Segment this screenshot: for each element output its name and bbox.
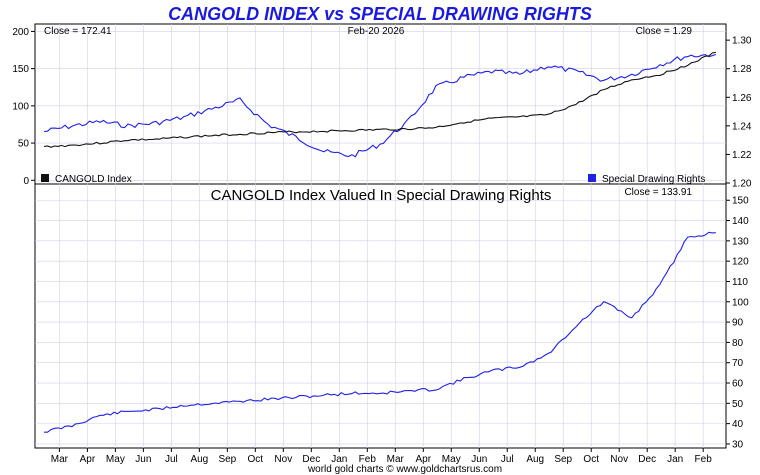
- y-left-tick-label: 0: [23, 176, 29, 187]
- x-tick-label: Sep: [218, 454, 236, 465]
- y-bottom-tick-label: 50: [732, 399, 744, 410]
- series-line-sdr: [43, 53, 716, 158]
- legend-label-sdr: Special Drawing Rights: [602, 174, 705, 185]
- chart-title: CANGOLD INDEX vs SPECIAL DRAWING RIGHTS: [168, 4, 592, 24]
- x-tick-label: Oct: [583, 454, 599, 465]
- y-right-tick-label: 1.26: [732, 93, 752, 104]
- legend-label-cangold: CANGOLD Index: [55, 174, 132, 185]
- x-tick-label: Aug: [190, 454, 208, 465]
- x-tick-label: Apr: [415, 454, 431, 465]
- x-tick-label: Apr: [80, 454, 96, 465]
- series-line-cangold: [43, 51, 716, 148]
- y-bottom-tick-label: 80: [732, 338, 744, 349]
- x-tick-label: Jun: [135, 454, 151, 465]
- top-close-right: Close = 1.29: [636, 26, 693, 37]
- y-right-tick-label: 1.20: [732, 179, 752, 190]
- footer-credit: world gold charts © www.goldchartsrus.co…: [307, 464, 502, 475]
- x-tick-label: Feb: [695, 454, 713, 465]
- series-line-cangold-in-sdr: [44, 231, 716, 433]
- y-bottom-tick-label: 100: [732, 297, 749, 308]
- x-tick-label: Jan: [331, 454, 347, 465]
- legend-swatch-cangold: [41, 174, 49, 182]
- bottom-close: Close = 133.91: [624, 187, 692, 198]
- x-tick-label: Oct: [248, 454, 264, 465]
- y-bottom-tick-label: 90: [732, 318, 744, 329]
- x-tick-label: Jul: [501, 454, 514, 465]
- bottom-panel-title: CANGOLD Index Valued In Special Drawing …: [211, 187, 552, 204]
- y-right-tick-label: 1.30: [732, 36, 752, 47]
- y-left-tick-label: 150: [12, 64, 29, 75]
- y-bottom-tick-label: 30: [732, 439, 744, 450]
- y-bottom-tick-label: 130: [732, 236, 749, 247]
- series-layer: [43, 51, 716, 433]
- y-bottom-tick-label: 40: [732, 419, 744, 430]
- x-tick-label: Aug: [526, 454, 544, 465]
- x-tick-label: Jul: [165, 454, 178, 465]
- x-tick-label: Dec: [638, 454, 656, 465]
- x-tick-label: May: [106, 454, 125, 465]
- y-right-tick-label: 1.22: [732, 150, 752, 161]
- x-tick-label: Jan: [667, 454, 683, 465]
- y-bottom-tick-label: 60: [732, 379, 744, 390]
- top-panel-frame: [34, 23, 727, 185]
- x-tick-label: Sep: [554, 454, 572, 465]
- y-bottom-tick-label: 120: [732, 257, 749, 268]
- x-tick-label: Dec: [302, 454, 320, 465]
- y-bottom-tick-label: 70: [732, 358, 744, 369]
- axis-layer: Mar Apr May Jun Jul Aug Sep Oct Nov Dec Jan Feb Mar A…: [12, 27, 752, 465]
- y-right-tick-label: 1.24: [732, 121, 752, 132]
- top-date: Feb-20 2026: [348, 26, 405, 37]
- x-tick-label: Mar: [387, 454, 405, 465]
- legend-swatch-sdr: [588, 174, 596, 182]
- y-bottom-tick-label: 140: [732, 216, 749, 227]
- x-tick-label: Jun: [471, 454, 487, 465]
- y-left-tick-label: 200: [12, 27, 29, 38]
- bottom-panel-frame: [34, 183, 727, 449]
- grid-layer: [35, 24, 726, 448]
- x-tick-label: Nov: [274, 454, 292, 465]
- y-right-tick-label: 1.28: [732, 64, 752, 75]
- y-left-tick-label: 100: [12, 101, 29, 112]
- x-tick-label: Nov: [610, 454, 628, 465]
- y-bottom-tick-label: 110: [732, 277, 748, 288]
- x-tick-label: May: [442, 454, 461, 465]
- y-left-tick-label: 50: [18, 139, 30, 150]
- x-tick-label: Mar: [51, 454, 69, 465]
- x-tick-label: Feb: [359, 454, 377, 465]
- top-close-left: Close = 172.41: [44, 26, 112, 37]
- y-bottom-tick-label: 150: [732, 196, 749, 207]
